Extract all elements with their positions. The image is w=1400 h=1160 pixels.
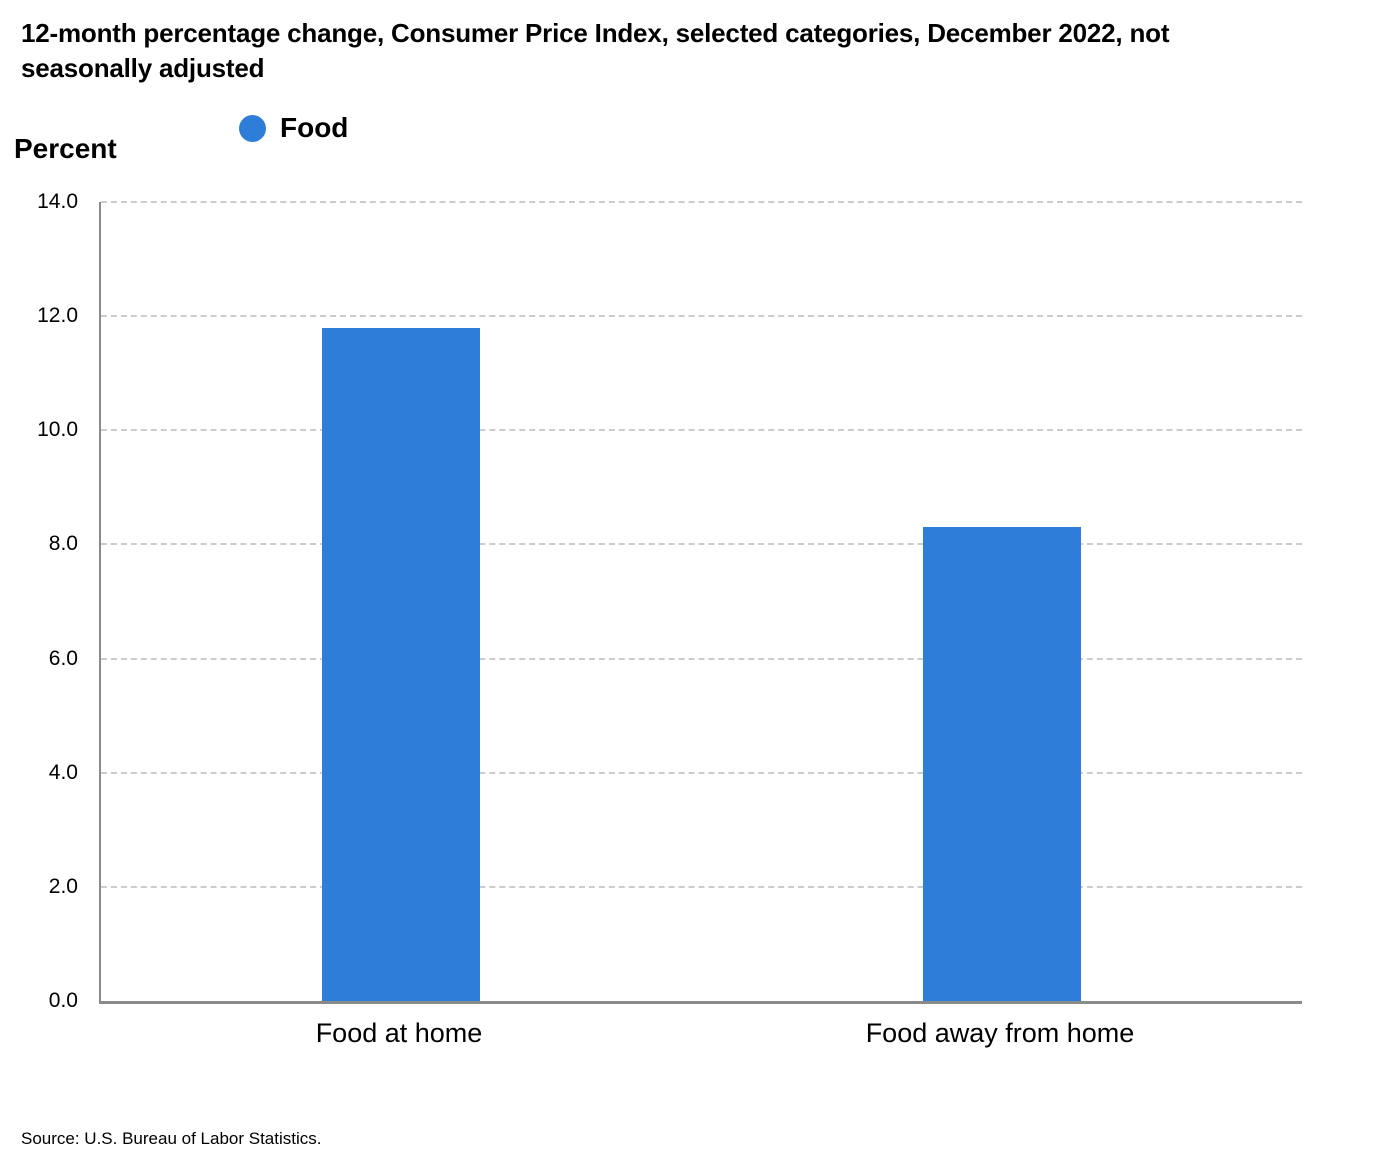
y-tick-label-14.0: 14.0	[37, 190, 78, 213]
y-tick-label-8.0: 8.0	[48, 532, 78, 556]
bar-food-at-home[interactable]	[322, 328, 480, 1001]
y-tick-label-2.0: 2.0	[48, 874, 78, 898]
x-category-label-food-away-from-home: Food away from home	[865, 1018, 1135, 1048]
x-category-label-food-at-home: Food at home	[315, 1018, 483, 1048]
chart-title: 12-month percentage change, Consumer Pri…	[21, 16, 1371, 86]
legend-item-food[interactable]: Food	[239, 112, 348, 144]
gridline-6.0	[101, 657, 1302, 660]
gridline-2.0	[101, 885, 1302, 888]
gridline-12.0	[101, 315, 1302, 318]
chart-title-line-1: 12-month percentage change, Consumer Pri…	[21, 18, 1170, 48]
y-tick-label-6.0: 6.0	[48, 646, 78, 670]
chart-title-line-2: seasonally adjusted	[21, 53, 265, 83]
bar-food-away-from-home[interactable]	[923, 527, 1081, 1001]
legend-circle-icon	[239, 114, 266, 142]
y-tick-label-10.0: 10.0	[37, 418, 78, 442]
source-note: Source: U.S. Bureau of Labor Statistics.	[21, 1129, 322, 1148]
gridline-10.0	[101, 429, 1302, 432]
legend-label: Food	[280, 112, 349, 143]
y-axis-title: Percent	[14, 133, 117, 164]
y-tick-label-4.0: 4.0	[48, 760, 78, 784]
gridline-14.0	[101, 201, 1302, 203]
y-tick-label-0.0: 0.0	[48, 989, 78, 1012]
gridline-4.0	[101, 771, 1302, 774]
y-tick-label-12.0: 12.0	[37, 304, 78, 328]
plot-area	[99, 201, 1302, 1004]
gridline-8.0	[101, 543, 1302, 546]
